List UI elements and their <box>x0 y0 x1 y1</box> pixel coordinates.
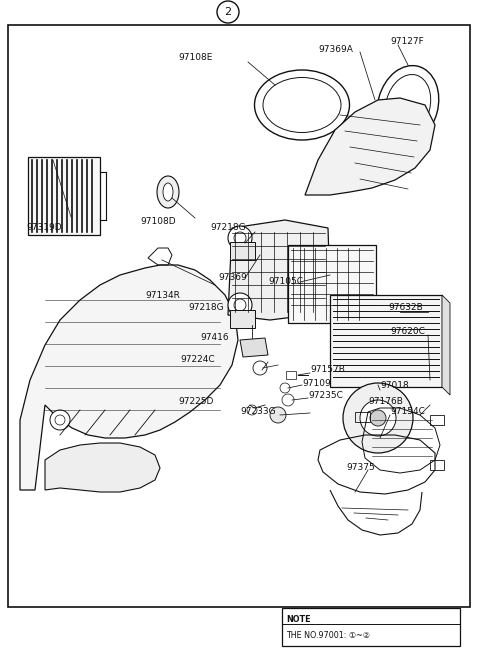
Bar <box>8 25 470 607</box>
Text: 97235C: 97235C <box>308 392 343 401</box>
Circle shape <box>228 293 252 317</box>
Text: NOTE: NOTE <box>286 615 311 625</box>
Polygon shape <box>305 98 435 195</box>
Circle shape <box>280 383 290 393</box>
Text: 97109: 97109 <box>302 379 331 388</box>
Bar <box>430 415 444 425</box>
Bar <box>288 245 376 323</box>
Circle shape <box>270 407 286 423</box>
Text: 97134R: 97134R <box>145 291 180 300</box>
Circle shape <box>360 400 396 436</box>
Text: 97369: 97369 <box>218 274 247 283</box>
Polygon shape <box>228 220 330 320</box>
Text: 97319D: 97319D <box>26 224 61 232</box>
Text: 97176B: 97176B <box>368 398 403 407</box>
Bar <box>355 412 370 422</box>
Text: 97233G: 97233G <box>240 407 276 417</box>
Text: 97108D: 97108D <box>140 218 176 226</box>
Text: THE NO.97001: ①~②: THE NO.97001: ①~② <box>286 632 370 640</box>
Polygon shape <box>240 338 268 357</box>
Polygon shape <box>20 265 238 490</box>
Circle shape <box>50 410 70 430</box>
Bar <box>230 310 255 328</box>
Bar <box>286 371 296 379</box>
Polygon shape <box>45 443 160 492</box>
Polygon shape <box>442 295 450 395</box>
Bar <box>282 608 460 646</box>
Text: 97225D: 97225D <box>178 398 214 407</box>
Ellipse shape <box>163 183 173 201</box>
Text: 97108E: 97108E <box>178 54 212 62</box>
Text: 97218G: 97218G <box>210 224 246 232</box>
Bar <box>430 460 444 470</box>
Text: 97369A: 97369A <box>318 45 353 54</box>
Bar <box>230 242 255 260</box>
Text: 97154C: 97154C <box>390 407 425 417</box>
Bar <box>28 157 100 235</box>
Bar <box>330 295 442 387</box>
Text: 2: 2 <box>225 7 231 17</box>
Text: 97218G: 97218G <box>188 304 224 312</box>
Text: 97375: 97375 <box>346 464 375 472</box>
Circle shape <box>217 1 239 23</box>
Text: 97105C: 97105C <box>268 277 303 287</box>
Text: 97127F: 97127F <box>390 37 424 47</box>
Text: 97018: 97018 <box>380 382 409 390</box>
Text: 97416: 97416 <box>200 333 228 342</box>
Circle shape <box>228 226 252 250</box>
Circle shape <box>343 383 413 453</box>
Circle shape <box>253 361 267 375</box>
Text: 97224C: 97224C <box>180 356 215 365</box>
Circle shape <box>370 410 386 426</box>
Text: 97157B: 97157B <box>310 365 345 375</box>
Ellipse shape <box>157 176 179 208</box>
Text: 97632B: 97632B <box>388 304 423 312</box>
Text: 97620C: 97620C <box>390 327 425 337</box>
